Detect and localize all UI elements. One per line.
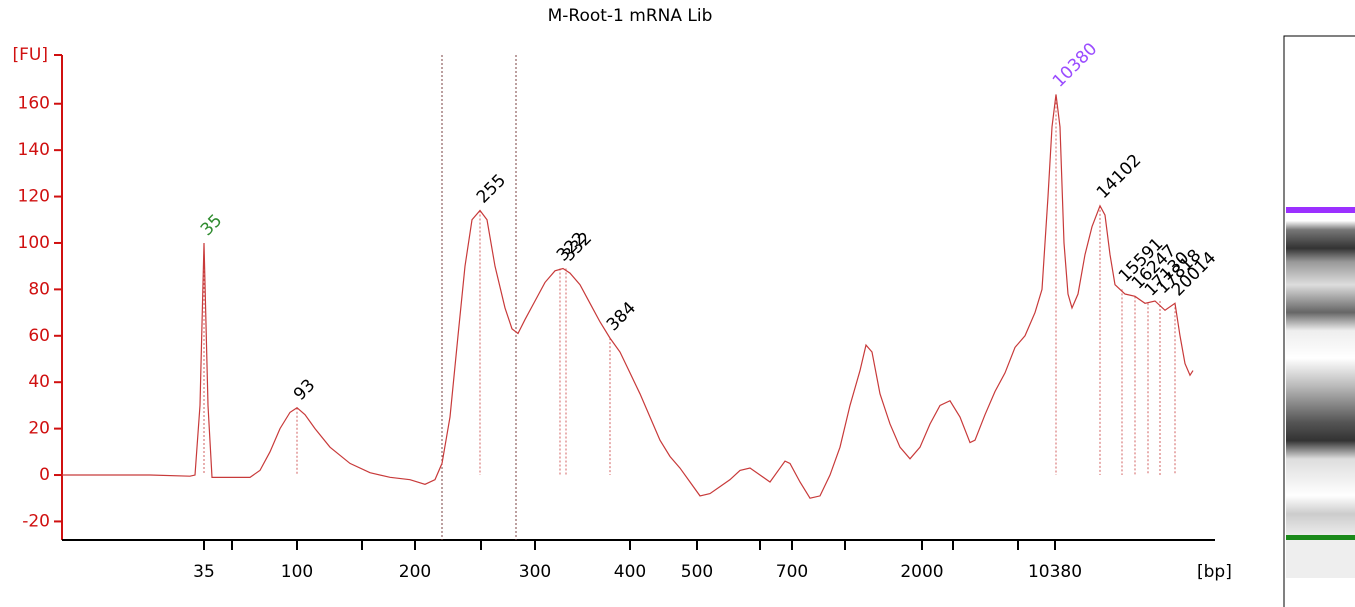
x-tick-label: 700 <box>776 562 808 582</box>
y-tick-label: 20 <box>28 419 50 439</box>
gel-lower-marker <box>1286 535 1355 540</box>
x-axis-label: [bp] <box>1197 562 1232 582</box>
peak-label: 35 <box>197 211 226 240</box>
x-tick-label: 400 <box>614 562 646 582</box>
peak-label: 14102 <box>1093 151 1145 203</box>
x-tick-label: 2000 <box>900 562 943 582</box>
x-tick-label: 10380 <box>1028 562 1082 582</box>
y-tick-label: 100 <box>18 233 50 253</box>
gel-upper-marker <box>1286 207 1355 213</box>
chart-title: M-Root-1 mRNA Lib <box>548 6 713 26</box>
y-tick-label: 120 <box>18 187 50 207</box>
x-tick-label: 100 <box>281 562 313 582</box>
y-tick-label: -20 <box>22 511 50 531</box>
gel-lane <box>1286 120 1355 578</box>
peak-label: 93 <box>290 375 319 404</box>
peak-label: 10380 <box>1049 39 1101 91</box>
x-tick-label: 300 <box>519 562 551 582</box>
trace-line <box>62 94 1194 499</box>
peak-label: 255 <box>473 170 510 207</box>
y-tick-label: 140 <box>18 140 50 160</box>
y-tick-label: 40 <box>28 372 50 392</box>
y-tick-label: 80 <box>28 279 50 299</box>
y-tick-label: 60 <box>28 326 50 346</box>
x-tick-label: 500 <box>681 562 713 582</box>
peak-label: 384 <box>603 298 640 335</box>
y-tick-label: 160 <box>18 94 50 114</box>
x-tick-label: 35 <box>193 562 215 582</box>
y-axis-label: [FU] <box>13 45 49 65</box>
x-tick-label: 200 <box>399 562 431 582</box>
y-tick-label: 0 <box>39 465 50 485</box>
